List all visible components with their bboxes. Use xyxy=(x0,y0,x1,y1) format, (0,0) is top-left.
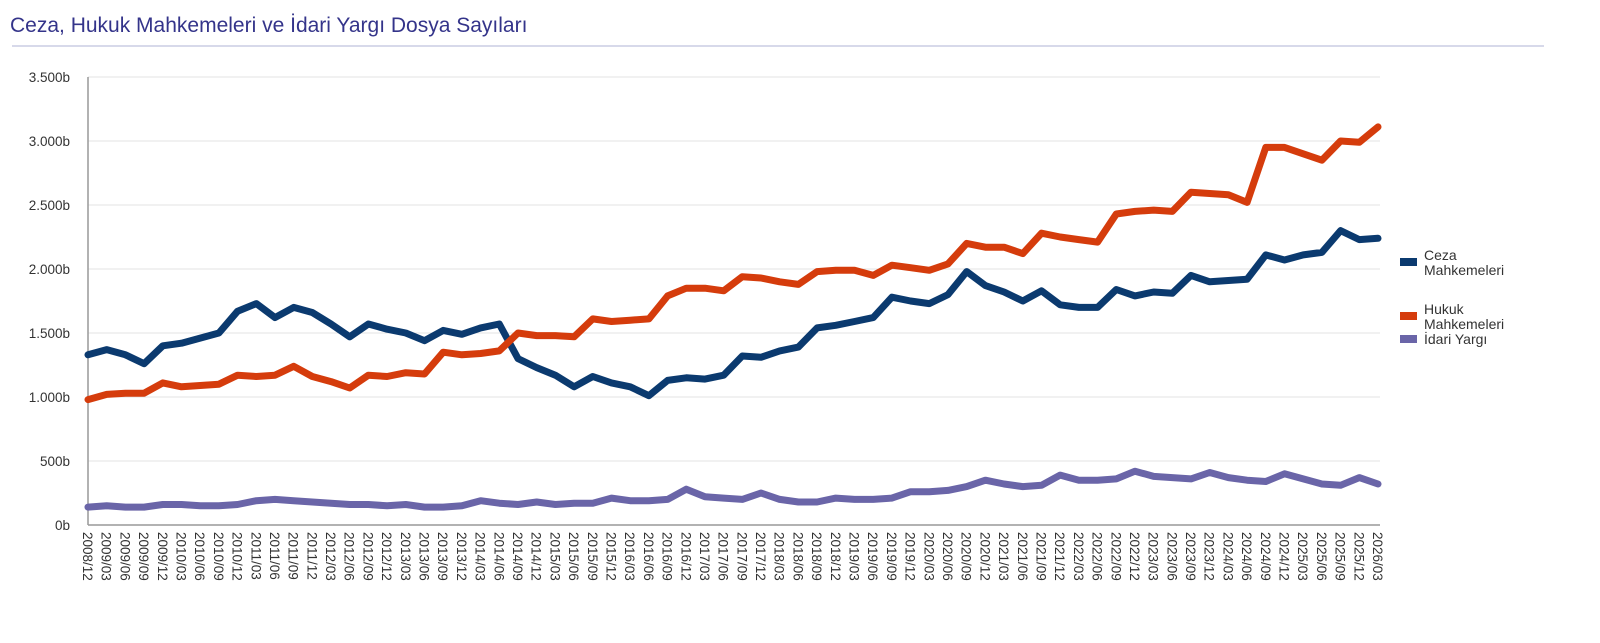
x-tick-label: 2019/12 xyxy=(903,532,918,581)
x-tick-label: 2023/09 xyxy=(1183,532,1198,581)
x-tick-label: 2015/09 xyxy=(585,532,600,581)
x-tick-label: 2016/09 xyxy=(660,532,675,581)
x-tick-label: 2020/03 xyxy=(921,532,936,581)
x-tick-label: 2020/06 xyxy=(940,532,955,581)
x-tick-label: 2017/06 xyxy=(716,532,731,581)
x-tick-label: 2011/06 xyxy=(267,532,282,580)
x-tick-label: 2018/03 xyxy=(772,532,787,581)
series-line-2 xyxy=(84,467,1382,511)
legend-swatch xyxy=(1400,335,1417,343)
legend-label: Mahkemeleri xyxy=(1424,262,1504,278)
x-tick-label: 2021/03 xyxy=(996,532,1011,581)
x-axis-ticks: 2008/12 2009/03 2009/06 2009/09 2009/12 2010/… xyxy=(80,532,1385,581)
x-tick-label: 2014/03 xyxy=(473,532,488,581)
y-tick-label: 500b xyxy=(40,454,70,469)
x-tick-label: 2017/12 xyxy=(753,532,768,581)
legend-label: Hukuk xyxy=(1424,301,1465,317)
x-tick-label: 2008/12 xyxy=(80,532,95,581)
y-tick-label: 2.500b xyxy=(29,198,70,213)
y-tick-label: 0b xyxy=(55,518,70,533)
y-tick-label: 3.500b xyxy=(29,70,70,85)
x-tick-label: 2017/03 xyxy=(697,532,712,581)
y-tick-label: 3.000b xyxy=(29,134,70,149)
x-tick-label: 2010/09 xyxy=(211,532,226,581)
x-tick-label: 2025/03 xyxy=(1295,532,1310,581)
x-tick-label: 2020/12 xyxy=(977,532,992,581)
chart-title: Ceza, Hukuk Mahkemeleri ve İdari Yargı D… xyxy=(10,14,528,37)
x-tick-label: 2012/12 xyxy=(379,532,394,581)
x-tick-label: 2016/12 xyxy=(678,532,693,581)
x-tick-label: 2024/03 xyxy=(1220,532,1235,581)
legend-label: Mahkemeleri xyxy=(1424,316,1504,332)
x-tick-label: 2019/03 xyxy=(847,532,862,581)
legend-label: İdari Yargı xyxy=(1424,330,1487,347)
x-tick-label: 2020/09 xyxy=(959,532,974,581)
x-tick-label: 2014/09 xyxy=(510,532,525,581)
x-tick-label: 2025/06 xyxy=(1314,532,1329,581)
x-tick-label: 2009/03 xyxy=(99,532,114,581)
x-tick-label: 2013/06 xyxy=(417,532,432,581)
x-tick-label: 2018/12 xyxy=(828,532,843,581)
x-tick-label: 2023/03 xyxy=(1146,532,1161,581)
y-tick-label: 1.000b xyxy=(29,390,70,405)
x-tick-label: 2019/09 xyxy=(884,532,899,581)
x-tick-label: 2013/12 xyxy=(454,532,469,581)
x-tick-label: 2009/09 xyxy=(136,532,151,581)
x-tick-label: 2009/12 xyxy=(155,532,170,581)
legend-swatch xyxy=(1400,312,1417,320)
series-line-1 xyxy=(84,123,1382,404)
x-tick-label: 2010/03 xyxy=(173,532,188,581)
x-tick-label: 2019/06 xyxy=(865,532,880,581)
x-tick-label: 2022/12 xyxy=(1127,532,1142,581)
x-tick-label: 2021/12 xyxy=(1052,532,1067,581)
x-tick-label: 2023/06 xyxy=(1164,532,1179,581)
x-tick-label: 2021/06 xyxy=(1015,532,1030,581)
x-tick-label: 2025/09 xyxy=(1333,532,1348,581)
legend-swatch xyxy=(1400,258,1417,266)
x-tick-label: 2022/09 xyxy=(1108,532,1123,581)
x-tick-label: 2015/06 xyxy=(566,532,581,581)
x-tick-label: 2022/06 xyxy=(1090,532,1105,581)
x-tick-label: 2010/12 xyxy=(230,532,245,581)
x-tick-label: 2012/03 xyxy=(323,532,338,581)
x-tick-label: 2022/03 xyxy=(1071,532,1086,581)
legend-label: Ceza xyxy=(1424,247,1457,263)
x-tick-label: 2014/12 xyxy=(529,532,544,581)
x-tick-label: 2013/09 xyxy=(435,532,450,581)
x-tick-label: 2015/12 xyxy=(603,532,618,581)
x-tick-label: 2012/09 xyxy=(360,532,375,581)
x-tick-label: 2024/09 xyxy=(1258,532,1273,581)
x-tick-label: 2009/06 xyxy=(117,532,132,581)
gridlines xyxy=(88,76,1380,462)
x-tick-label: 2021/09 xyxy=(1033,532,1048,581)
y-axis-ticks: 0b 500b 1.000b 1.500b 2.000b 2.500b 3.000b 3.50… xyxy=(29,70,70,533)
x-tick-label: 2016/06 xyxy=(641,532,656,581)
x-tick-label: 2010/06 xyxy=(192,532,207,581)
series-line-0 xyxy=(84,227,1382,400)
x-tick-label: 2024/06 xyxy=(1239,532,1254,581)
x-tick-label: 2018/09 xyxy=(809,532,824,581)
x-tick-label: 2016/03 xyxy=(622,532,637,581)
x-tick-label: 2023/12 xyxy=(1202,532,1217,581)
x-tick-label: 2011/03 xyxy=(248,532,263,580)
x-tick-label: 2014/06 xyxy=(491,532,506,581)
x-tick-label: 2015/03 xyxy=(547,532,562,581)
y-tick-label: 2.000b xyxy=(29,262,70,277)
title-divider xyxy=(12,45,1544,47)
x-tick-label: 2013/03 xyxy=(398,532,413,581)
x-tick-label: 2025/12 xyxy=(1351,532,1366,581)
x-tick-label: 2011/09 xyxy=(286,532,301,580)
y-tick-label: 1.500b xyxy=(29,326,70,341)
x-tick-label: 2012/06 xyxy=(342,532,357,581)
x-tick-label: 2026/03 xyxy=(1370,532,1385,581)
x-tick-label: 2024/12 xyxy=(1277,532,1292,581)
x-tick-label: 2017/09 xyxy=(734,532,749,581)
x-tick-label: 2011/12 xyxy=(304,532,319,580)
series-lines xyxy=(84,123,1382,511)
x-tick-label: 2018/06 xyxy=(790,532,805,581)
